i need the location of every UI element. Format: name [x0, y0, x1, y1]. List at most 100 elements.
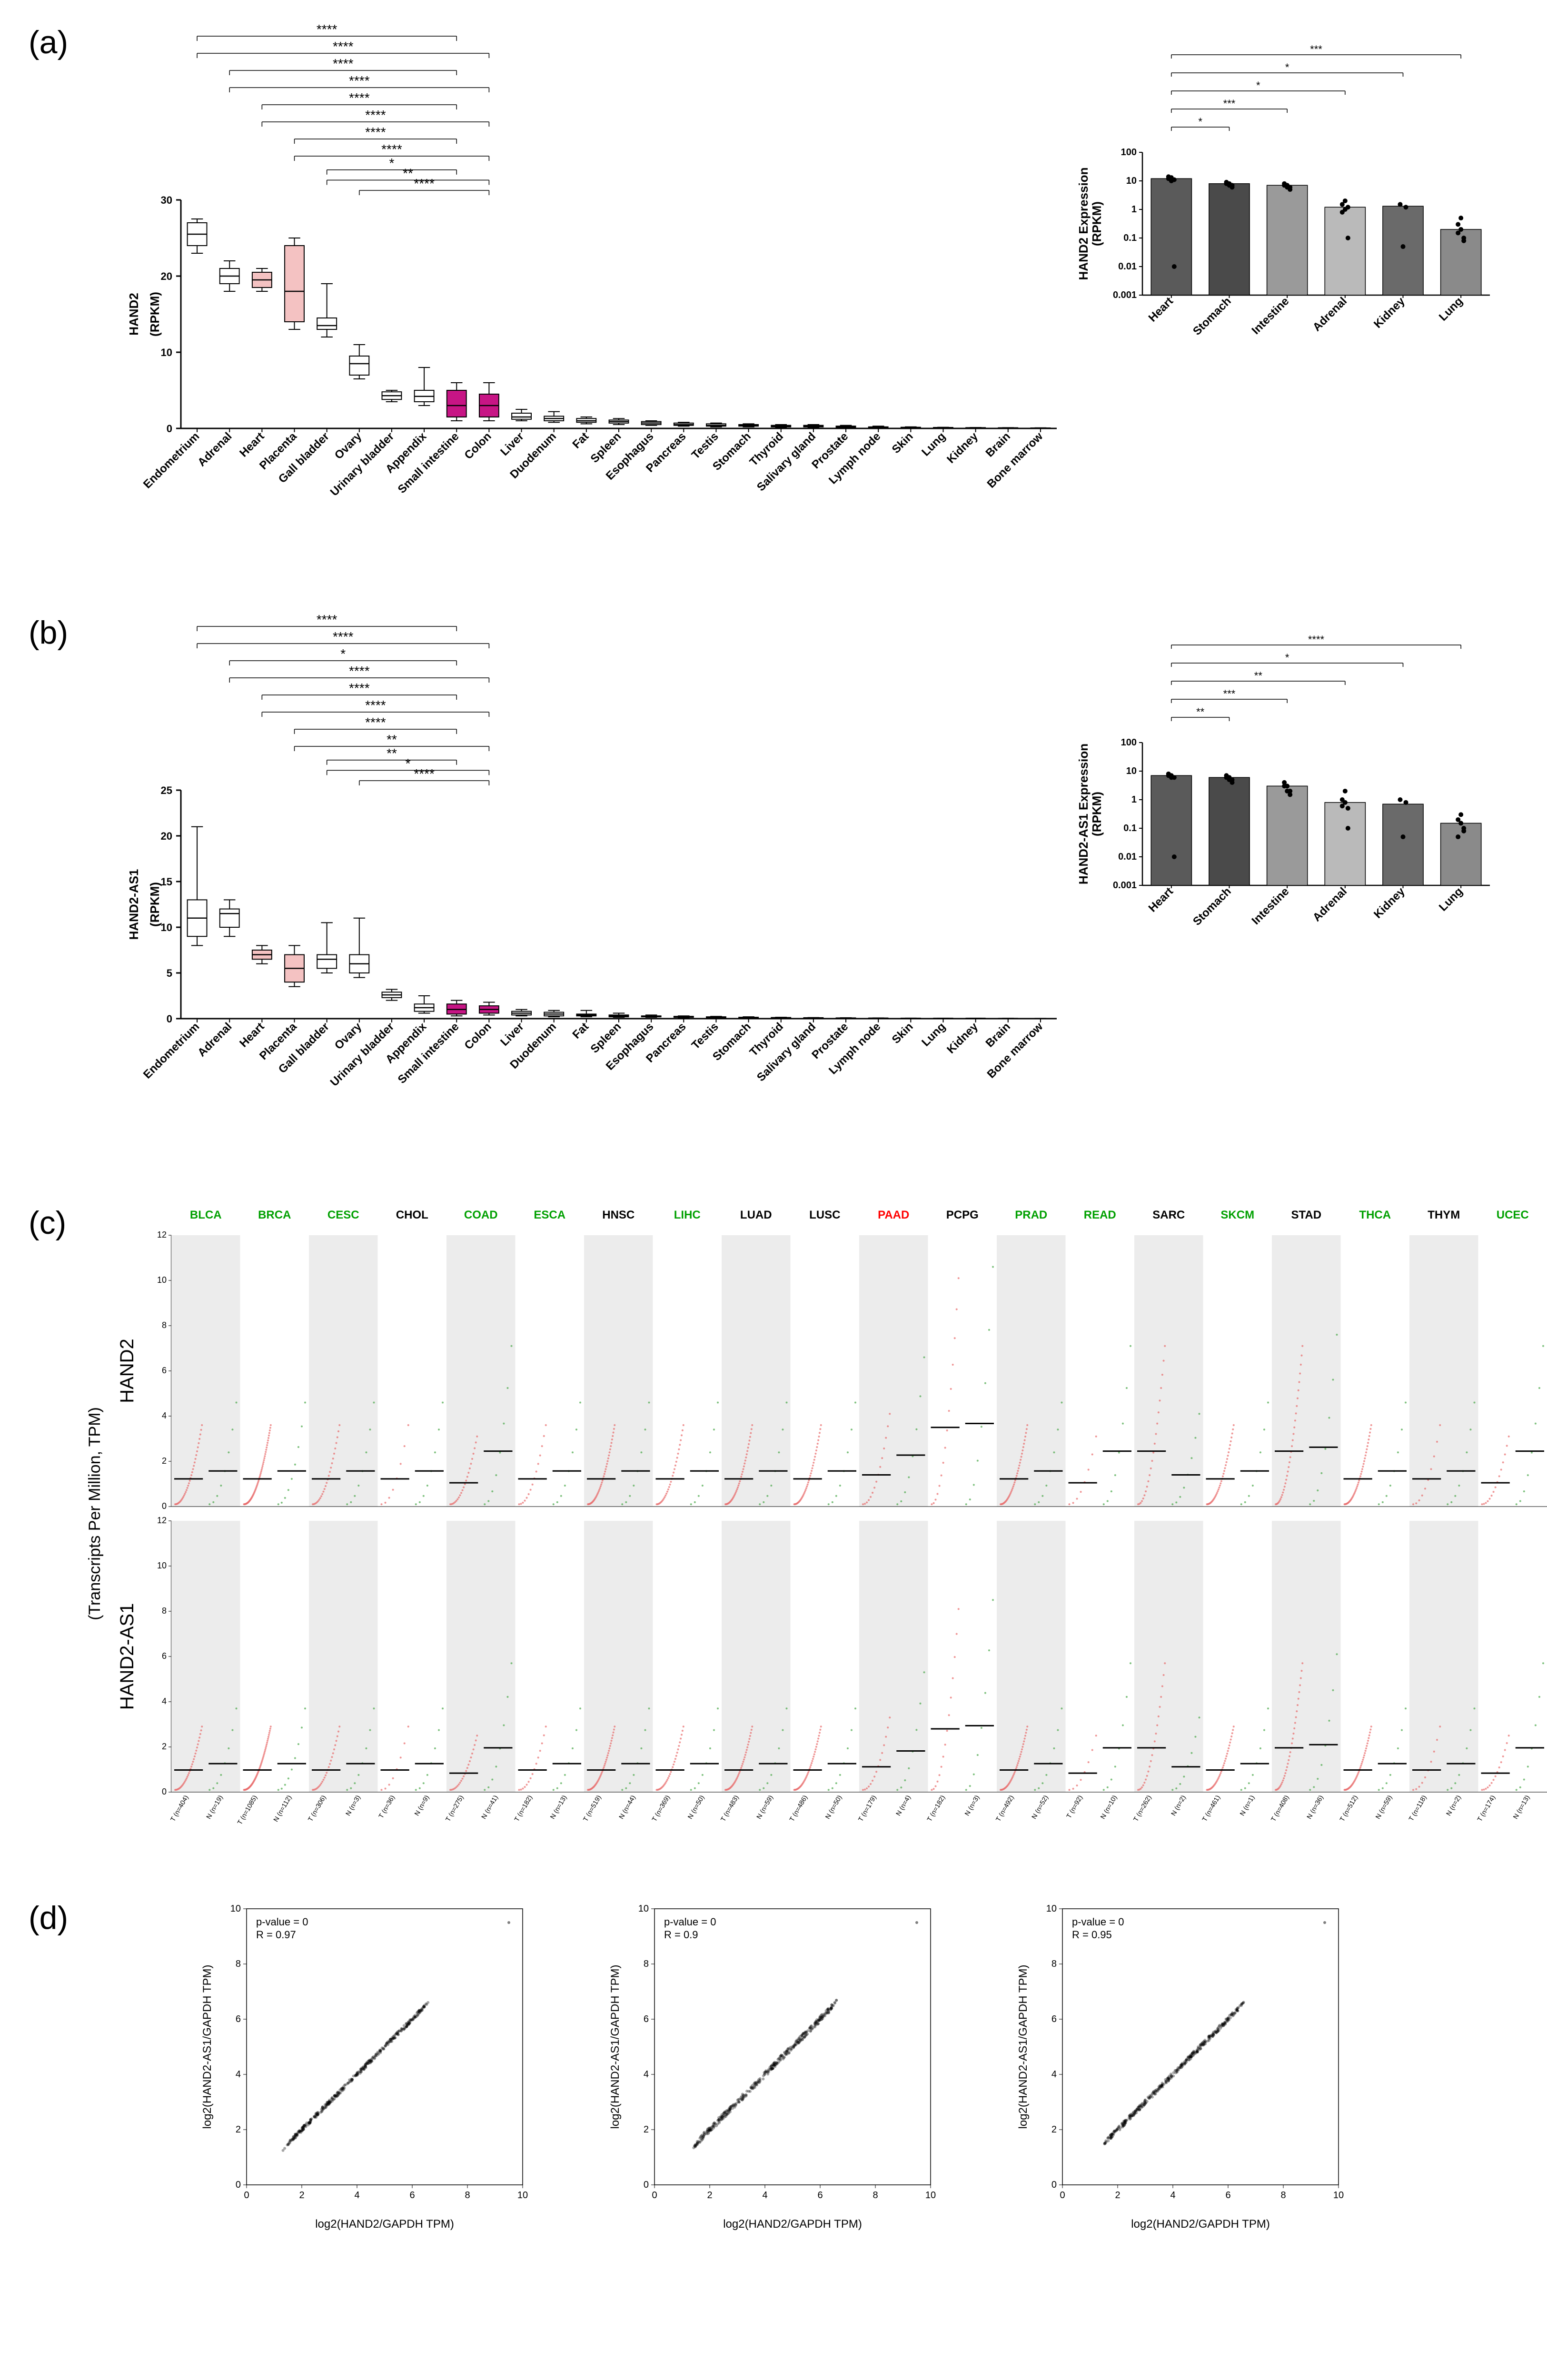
svg-text:N (n=112): N (n=112) [272, 1794, 293, 1823]
svg-text:****: **** [365, 715, 386, 730]
svg-text:*: * [389, 156, 395, 170]
svg-text:**: ** [1196, 706, 1205, 718]
inset-b: 0.0010.010.1110100HAND2-AS1 Expression(R… [1071, 628, 1499, 962]
svg-text:T (n=492): T (n=492) [994, 1794, 1015, 1823]
svg-text:Fat: Fat [570, 1020, 592, 1041]
svg-text:25: 25 [161, 784, 172, 796]
svg-text:log2(HAND2-AS1/GAPDH TPM): log2(HAND2-AS1/GAPDH TPM) [201, 1965, 214, 2129]
svg-text:N (n=2): N (n=2) [1445, 1794, 1462, 1817]
svg-text:THYM: THYM [1428, 1209, 1460, 1221]
svg-text:0: 0 [167, 423, 172, 435]
svg-text:10: 10 [157, 1275, 167, 1285]
scatter-1: 00224466881010log2(HAND2/GAPDH TPM)log2(… [194, 1894, 537, 2237]
svg-text:**: ** [387, 732, 397, 747]
svg-text:2: 2 [644, 2124, 649, 2135]
svg-text:R = 0.9: R = 0.9 [664, 1929, 698, 1941]
svg-text:****: **** [317, 612, 337, 627]
svg-text:HAND2: HAND2 [117, 1339, 138, 1403]
svg-text:4: 4 [162, 1696, 167, 1706]
svg-text:**: ** [387, 746, 397, 761]
svg-text:0.001: 0.001 [1113, 290, 1137, 300]
svg-text:Kidney: Kidney [944, 430, 981, 466]
svg-text:20: 20 [161, 830, 172, 842]
panel-c-label: (c) [29, 1204, 66, 1241]
svg-text:10: 10 [517, 2190, 528, 2201]
svg-text:T (n=486): T (n=486) [788, 1794, 809, 1823]
svg-text:6: 6 [162, 1651, 167, 1661]
svg-text:10: 10 [638, 1904, 649, 1914]
svg-text:Fat: Fat [570, 430, 592, 451]
svg-text:Kidney: Kidney [1371, 885, 1408, 921]
svg-text:Intestine: Intestine [1250, 885, 1292, 927]
svg-text:Lung: Lung [919, 430, 948, 459]
svg-text:Testis: Testis [689, 430, 721, 462]
svg-text:0: 0 [644, 2180, 649, 2190]
svg-text:R = 0.95: R = 0.95 [1072, 1929, 1112, 1941]
svg-text:0.01: 0.01 [1118, 261, 1137, 272]
svg-text:****: **** [349, 90, 370, 105]
svg-text:****: **** [333, 56, 354, 71]
svg-text:Adrenal: Adrenal [195, 430, 234, 469]
panel-b: (b) 0510152025HAND2-AS1(RPKM)Endometrium… [19, 609, 1528, 1171]
svg-text:Endometrium: Endometrium [141, 1020, 202, 1081]
svg-text:Stomach: Stomach [1190, 295, 1234, 338]
svg-text:T (n=262): T (n=262) [1131, 1794, 1152, 1823]
svg-text:Testis: Testis [689, 1020, 721, 1052]
svg-text:T (n=174): T (n=174) [1476, 1794, 1497, 1823]
svg-text:0: 0 [1060, 2190, 1065, 2201]
panel-d-label: (d) [29, 1899, 68, 1936]
scatter-3: 00224466881010log2(HAND2/GAPDH TPM)log2(… [1010, 1894, 1353, 2237]
svg-text:4: 4 [1051, 2069, 1057, 2080]
svg-text:0: 0 [162, 1501, 167, 1511]
svg-text:T (n=182): T (n=182) [925, 1794, 946, 1823]
svg-text:N (n=36): N (n=36) [1305, 1794, 1325, 1821]
svg-text:HAND2 Expression: HAND2 Expression [1076, 168, 1091, 280]
svg-text:***: *** [1223, 688, 1236, 700]
svg-text:p-value = 0: p-value = 0 [256, 1916, 308, 1928]
svg-text:CHOL: CHOL [396, 1209, 428, 1221]
svg-text:Kidney: Kidney [1371, 295, 1408, 331]
svg-text:N (n=13): N (n=13) [548, 1794, 568, 1821]
svg-text:N (n=3): N (n=3) [344, 1794, 362, 1817]
panel-a-label: (a) [29, 24, 68, 61]
svg-text:Skin: Skin [890, 430, 916, 456]
svg-text:Lung: Lung [919, 1020, 948, 1049]
svg-text:N (n=59): N (n=59) [1374, 1794, 1393, 1821]
svg-text:N (n=10): N (n=10) [1099, 1794, 1118, 1821]
svg-text:Heart: Heart [237, 1020, 267, 1050]
svg-text:8: 8 [162, 1320, 167, 1330]
svg-text:**: ** [1254, 670, 1263, 682]
svg-text:0.01: 0.01 [1118, 852, 1137, 862]
svg-text:p-value = 0: p-value = 0 [664, 1916, 716, 1928]
svg-text:****: **** [414, 176, 435, 191]
svg-text:T (n=519): T (n=519) [581, 1794, 602, 1823]
svg-text:log2(HAND2/GAPDH TPM): log2(HAND2/GAPDH TPM) [723, 2218, 862, 2231]
svg-text:10: 10 [157, 1561, 167, 1570]
svg-text:100: 100 [1121, 147, 1137, 158]
svg-text:Lung: Lung [1437, 295, 1466, 324]
svg-text:Salivary gland: Salivary gland [754, 430, 818, 494]
svg-text:*: * [1285, 652, 1289, 664]
svg-text:N (n=52): N (n=52) [1030, 1794, 1050, 1821]
svg-text:HAND2-AS1 Expression: HAND2-AS1 Expression [1076, 744, 1091, 884]
svg-text:10: 10 [1333, 2190, 1344, 2201]
svg-text:6: 6 [236, 2014, 241, 2024]
svg-text:12: 12 [157, 1516, 167, 1525]
boxplot-a: 0102030HAND2(RPKM)EndometriumAdrenalHear… [114, 19, 1066, 581]
boxplot-b: 0510152025HAND2-AS1(RPKM)EndometriumAdre… [114, 609, 1066, 1171]
svg-text:8: 8 [1280, 2190, 1286, 2201]
svg-text:6: 6 [644, 2014, 649, 2024]
svg-text:(RPKM): (RPKM) [1090, 201, 1104, 246]
svg-text:5: 5 [167, 967, 172, 979]
svg-text:0.1: 0.1 [1123, 823, 1137, 833]
panel-a: (a) 0102030HAND2(RPKM)EndometriumAdrenal… [19, 19, 1528, 581]
svg-text:6: 6 [162, 1366, 167, 1375]
svg-text:15: 15 [161, 876, 172, 888]
svg-text:N (n=44): N (n=44) [617, 1794, 637, 1821]
svg-text:***: *** [1223, 98, 1236, 109]
svg-text:*: * [1256, 79, 1260, 91]
svg-text:T (n=179): T (n=179) [856, 1794, 877, 1823]
panel-b-label: (b) [29, 614, 68, 651]
svg-text:10: 10 [230, 1904, 241, 1914]
svg-text:Bone marrow: Bone marrow [985, 1020, 1046, 1081]
